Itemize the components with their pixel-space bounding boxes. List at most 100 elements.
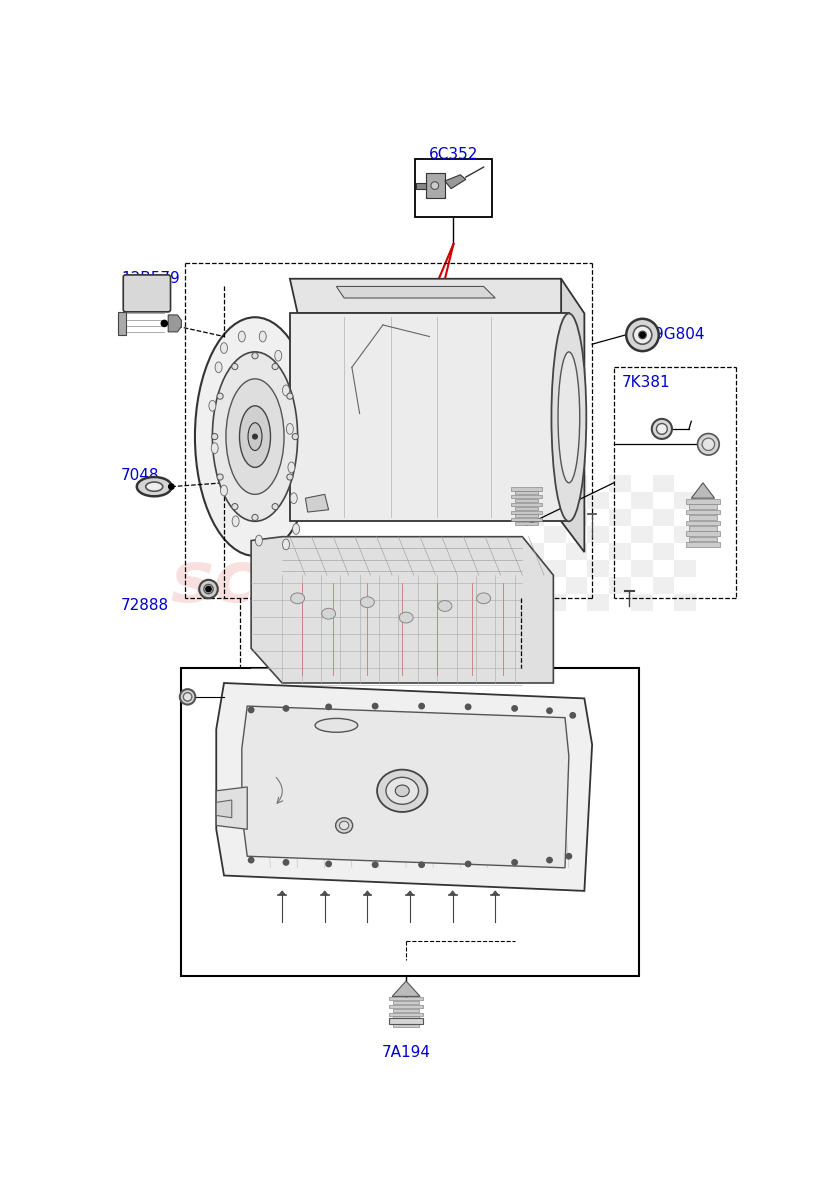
Polygon shape: [337, 287, 495, 298]
Bar: [523, 542, 544, 559]
Bar: [686, 499, 720, 504]
Ellipse shape: [399, 612, 413, 623]
Ellipse shape: [217, 394, 224, 400]
Bar: [609, 542, 631, 559]
Bar: [674, 492, 696, 509]
Polygon shape: [279, 890, 285, 895]
Bar: [389, 1020, 423, 1024]
Bar: [566, 542, 588, 559]
Polygon shape: [425, 173, 445, 198]
Polygon shape: [305, 494, 328, 512]
Ellipse shape: [558, 352, 580, 482]
Bar: [514, 491, 538, 494]
Bar: [511, 510, 542, 514]
Text: 7048: 7048: [121, 468, 160, 482]
Ellipse shape: [255, 535, 263, 546]
Ellipse shape: [272, 364, 278, 370]
Bar: [566, 475, 588, 492]
Ellipse shape: [252, 353, 258, 359]
Bar: [544, 526, 566, 542]
Polygon shape: [216, 800, 232, 817]
Circle shape: [248, 707, 253, 713]
Bar: [511, 518, 542, 521]
Ellipse shape: [204, 584, 213, 594]
Circle shape: [372, 703, 378, 709]
Bar: [588, 594, 609, 611]
Bar: [689, 515, 717, 520]
Ellipse shape: [552, 313, 587, 521]
Bar: [686, 510, 720, 515]
Bar: [689, 536, 717, 541]
Ellipse shape: [639, 331, 647, 338]
Circle shape: [419, 862, 425, 868]
Text: scuderia: scuderia: [170, 548, 518, 617]
Bar: [686, 521, 720, 526]
Ellipse shape: [315, 719, 357, 732]
Polygon shape: [251, 536, 553, 683]
Polygon shape: [364, 890, 371, 895]
Polygon shape: [290, 278, 569, 313]
Bar: [588, 559, 609, 577]
Polygon shape: [416, 182, 425, 188]
Ellipse shape: [340, 821, 349, 829]
Polygon shape: [322, 890, 328, 895]
Polygon shape: [290, 313, 569, 521]
Bar: [389, 1013, 423, 1015]
Polygon shape: [392, 980, 420, 996]
Bar: [514, 522, 538, 526]
Bar: [674, 594, 696, 611]
Bar: [544, 559, 566, 577]
Bar: [566, 509, 588, 526]
Ellipse shape: [137, 478, 172, 497]
Circle shape: [372, 862, 378, 868]
Bar: [544, 492, 566, 509]
Polygon shape: [118, 312, 125, 335]
Ellipse shape: [252, 515, 258, 521]
Ellipse shape: [322, 608, 336, 619]
Ellipse shape: [248, 422, 262, 450]
Circle shape: [283, 859, 288, 865]
Bar: [631, 492, 652, 509]
Ellipse shape: [226, 379, 284, 494]
Bar: [389, 997, 423, 1001]
Circle shape: [465, 862, 471, 866]
Ellipse shape: [290, 493, 297, 504]
Polygon shape: [445, 175, 466, 188]
Ellipse shape: [209, 401, 216, 412]
Bar: [514, 515, 538, 517]
Ellipse shape: [220, 343, 228, 354]
Bar: [511, 487, 542, 491]
Text: 9G804: 9G804: [654, 328, 705, 342]
Ellipse shape: [293, 433, 298, 439]
Ellipse shape: [259, 331, 266, 342]
Polygon shape: [450, 890, 455, 895]
Bar: [609, 475, 631, 492]
Ellipse shape: [232, 364, 238, 370]
Ellipse shape: [396, 785, 409, 797]
Circle shape: [326, 862, 332, 866]
Ellipse shape: [431, 181, 439, 190]
Bar: [689, 526, 717, 530]
Circle shape: [283, 706, 288, 712]
Bar: [631, 594, 652, 611]
Circle shape: [512, 706, 518, 712]
Text: 12B579: 12B579: [121, 271, 179, 287]
Ellipse shape: [293, 523, 299, 534]
Polygon shape: [216, 683, 593, 890]
Bar: [609, 577, 631, 594]
Circle shape: [169, 484, 174, 490]
Bar: [415, 160, 492, 217]
Ellipse shape: [287, 424, 293, 434]
Bar: [181, 667, 639, 976]
Circle shape: [248, 858, 253, 863]
Ellipse shape: [438, 601, 452, 611]
Circle shape: [326, 704, 332, 709]
Circle shape: [570, 713, 575, 718]
Circle shape: [512, 859, 518, 865]
Bar: [393, 1001, 420, 1004]
Ellipse shape: [287, 474, 293, 480]
Ellipse shape: [239, 406, 271, 468]
Ellipse shape: [179, 689, 195, 704]
Bar: [652, 542, 674, 559]
Ellipse shape: [283, 385, 289, 396]
